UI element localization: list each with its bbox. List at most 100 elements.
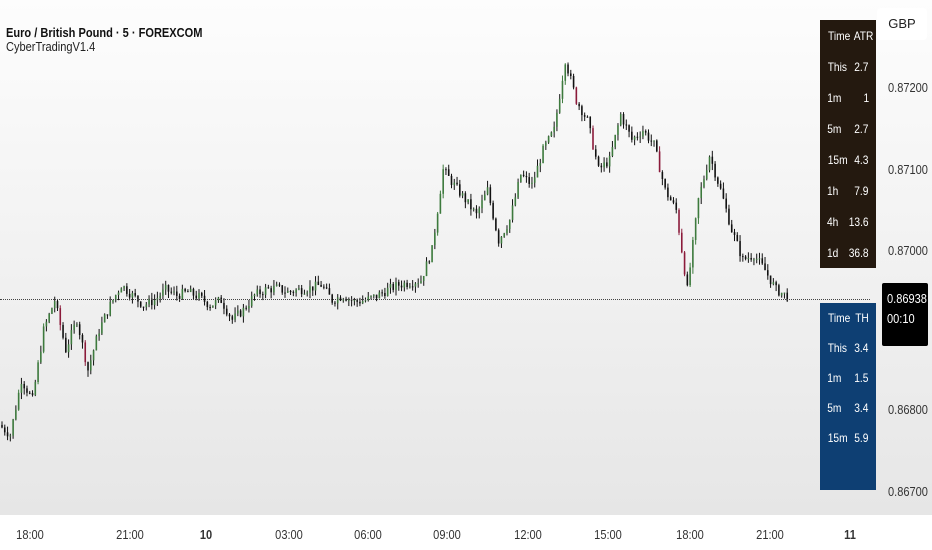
cell: 1m xyxy=(827,90,842,105)
candle-body xyxy=(656,140,658,152)
candle-body xyxy=(253,294,256,297)
candle-body xyxy=(173,291,175,293)
time-label: 15:00 xyxy=(594,527,622,542)
candle-body xyxy=(23,383,25,389)
time-label: 18:00 xyxy=(676,527,704,542)
candle-body xyxy=(9,435,12,437)
candle-body xyxy=(348,299,350,301)
candle-body xyxy=(744,256,747,259)
candle-body xyxy=(92,350,95,361)
candle-body xyxy=(170,291,173,293)
candle-body xyxy=(370,295,372,297)
candle-body xyxy=(755,258,758,260)
candle-body xyxy=(533,177,536,183)
candle-body xyxy=(317,281,320,285)
candles xyxy=(1,62,789,442)
candle-body xyxy=(492,202,494,219)
candle-body xyxy=(606,162,608,167)
time-label: 18:00 xyxy=(16,527,44,542)
candle-body xyxy=(769,275,772,285)
candle-body xyxy=(520,174,522,183)
candle-body xyxy=(148,298,150,305)
cell: 7.9 xyxy=(854,183,869,198)
candle-body xyxy=(248,305,250,309)
candle-body xyxy=(625,124,628,126)
symbol-title[interactable]: Euro / British Pound · 5 · FOREXCOM xyxy=(6,25,203,40)
candle-body xyxy=(442,169,444,194)
time-axis[interactable] xyxy=(0,515,932,550)
candle-body xyxy=(228,314,231,317)
candle-body xyxy=(644,131,647,133)
header-time: Time xyxy=(827,28,851,43)
candle-body xyxy=(642,131,644,137)
chart-area[interactable]: Euro / British Pound · 5 · FOREXCOM Cybe… xyxy=(0,0,870,515)
candle-body xyxy=(703,178,705,187)
candle-body xyxy=(109,301,112,316)
indicator-label[interactable]: CyberTradingV1.4 xyxy=(6,39,96,54)
candle-body xyxy=(622,114,625,125)
candle-body xyxy=(597,156,600,166)
candle-body xyxy=(278,284,281,286)
candle-body xyxy=(284,292,286,294)
atr-row: 15m 4.3 xyxy=(820,144,876,175)
cell: 4.3 xyxy=(854,152,869,167)
candle-body xyxy=(214,300,217,306)
candle-body xyxy=(98,333,100,337)
atr-row: 1h 7.9 xyxy=(820,175,876,206)
candle-body xyxy=(586,116,589,118)
candle-body xyxy=(628,125,630,132)
cell: 15m xyxy=(827,431,848,445)
candle-body xyxy=(583,115,586,117)
cell: 5m xyxy=(827,121,842,136)
candle-body xyxy=(592,128,594,150)
candle-body xyxy=(780,292,783,296)
candle-body xyxy=(159,295,161,298)
candle-body xyxy=(525,175,528,178)
candle-body xyxy=(406,282,408,287)
candle-body xyxy=(619,114,622,126)
candle-body xyxy=(600,165,603,168)
candle-body xyxy=(750,258,752,260)
candle-body xyxy=(373,294,375,296)
candle-body xyxy=(223,302,225,309)
candle-body xyxy=(34,381,37,396)
candle-body xyxy=(650,140,653,142)
candle-body xyxy=(273,286,275,293)
candle-body xyxy=(483,194,486,201)
candle-body xyxy=(661,172,664,180)
candle-body xyxy=(547,136,550,143)
candle-body xyxy=(617,125,619,135)
candle-body xyxy=(631,131,633,140)
candle-body xyxy=(106,314,109,316)
candle-body xyxy=(658,151,661,173)
th-header-row: Time TH xyxy=(820,303,876,333)
candle-body xyxy=(764,263,766,271)
th-row: 1m 1.5 xyxy=(820,363,876,393)
candle-body xyxy=(461,193,464,196)
candle-body xyxy=(711,156,714,164)
candle-body xyxy=(736,234,739,242)
candle-body xyxy=(59,308,62,325)
candle-body xyxy=(705,170,708,179)
currency-button[interactable]: GBP xyxy=(877,8,927,40)
candle-body xyxy=(503,233,506,237)
candle-body xyxy=(128,293,131,298)
cell: 13.6 xyxy=(848,214,869,229)
candle-body xyxy=(425,261,428,277)
candle-body xyxy=(15,409,17,420)
candle-body xyxy=(409,286,411,288)
candle-body xyxy=(439,193,442,214)
candle-body xyxy=(384,292,386,297)
candle-body xyxy=(142,306,145,308)
cell: 1h xyxy=(827,183,839,198)
candle-body xyxy=(772,282,775,285)
price-axis[interactable] xyxy=(870,0,932,515)
candle-body xyxy=(561,80,564,99)
atr-row: 4h 13.6 xyxy=(820,206,876,237)
candle-body xyxy=(45,321,48,327)
time-label: 10 xyxy=(199,527,213,542)
atr-header-row: Time ATR xyxy=(820,20,876,51)
candle-body xyxy=(350,299,353,301)
candle-body xyxy=(553,126,555,133)
candle-body xyxy=(497,230,500,244)
